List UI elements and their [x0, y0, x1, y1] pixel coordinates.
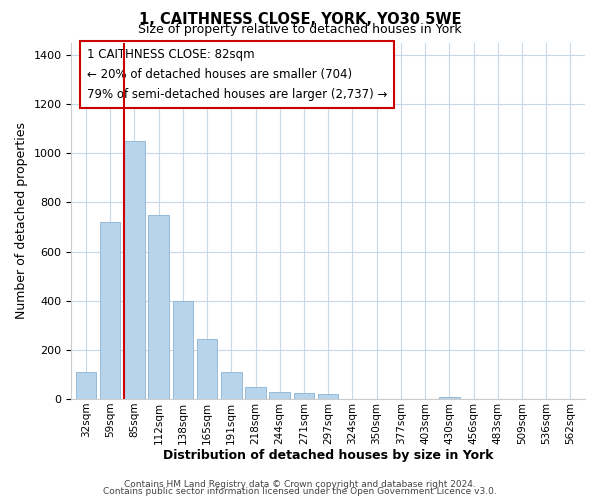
Bar — [76, 372, 96, 399]
Text: 1 CAITHNESS CLOSE: 82sqm
← 20% of detached houses are smaller (704)
79% of semi-: 1 CAITHNESS CLOSE: 82sqm ← 20% of detach… — [87, 48, 387, 101]
Bar — [221, 372, 242, 399]
Bar — [124, 141, 145, 399]
Y-axis label: Number of detached properties: Number of detached properties — [15, 122, 28, 320]
Bar — [293, 393, 314, 399]
Bar — [148, 214, 169, 399]
Bar — [173, 300, 193, 399]
Bar — [197, 339, 217, 399]
Bar — [269, 392, 290, 399]
Bar — [318, 394, 338, 399]
Bar — [439, 396, 460, 399]
Bar — [100, 222, 121, 399]
Bar — [245, 386, 266, 399]
Text: 1, CAITHNESS CLOSE, YORK, YO30 5WE: 1, CAITHNESS CLOSE, YORK, YO30 5WE — [139, 12, 461, 28]
X-axis label: Distribution of detached houses by size in York: Distribution of detached houses by size … — [163, 450, 493, 462]
Text: Contains HM Land Registry data © Crown copyright and database right 2024.: Contains HM Land Registry data © Crown c… — [124, 480, 476, 489]
Text: Contains public sector information licensed under the Open Government Licence v3: Contains public sector information licen… — [103, 487, 497, 496]
Text: Size of property relative to detached houses in York: Size of property relative to detached ho… — [138, 22, 462, 36]
